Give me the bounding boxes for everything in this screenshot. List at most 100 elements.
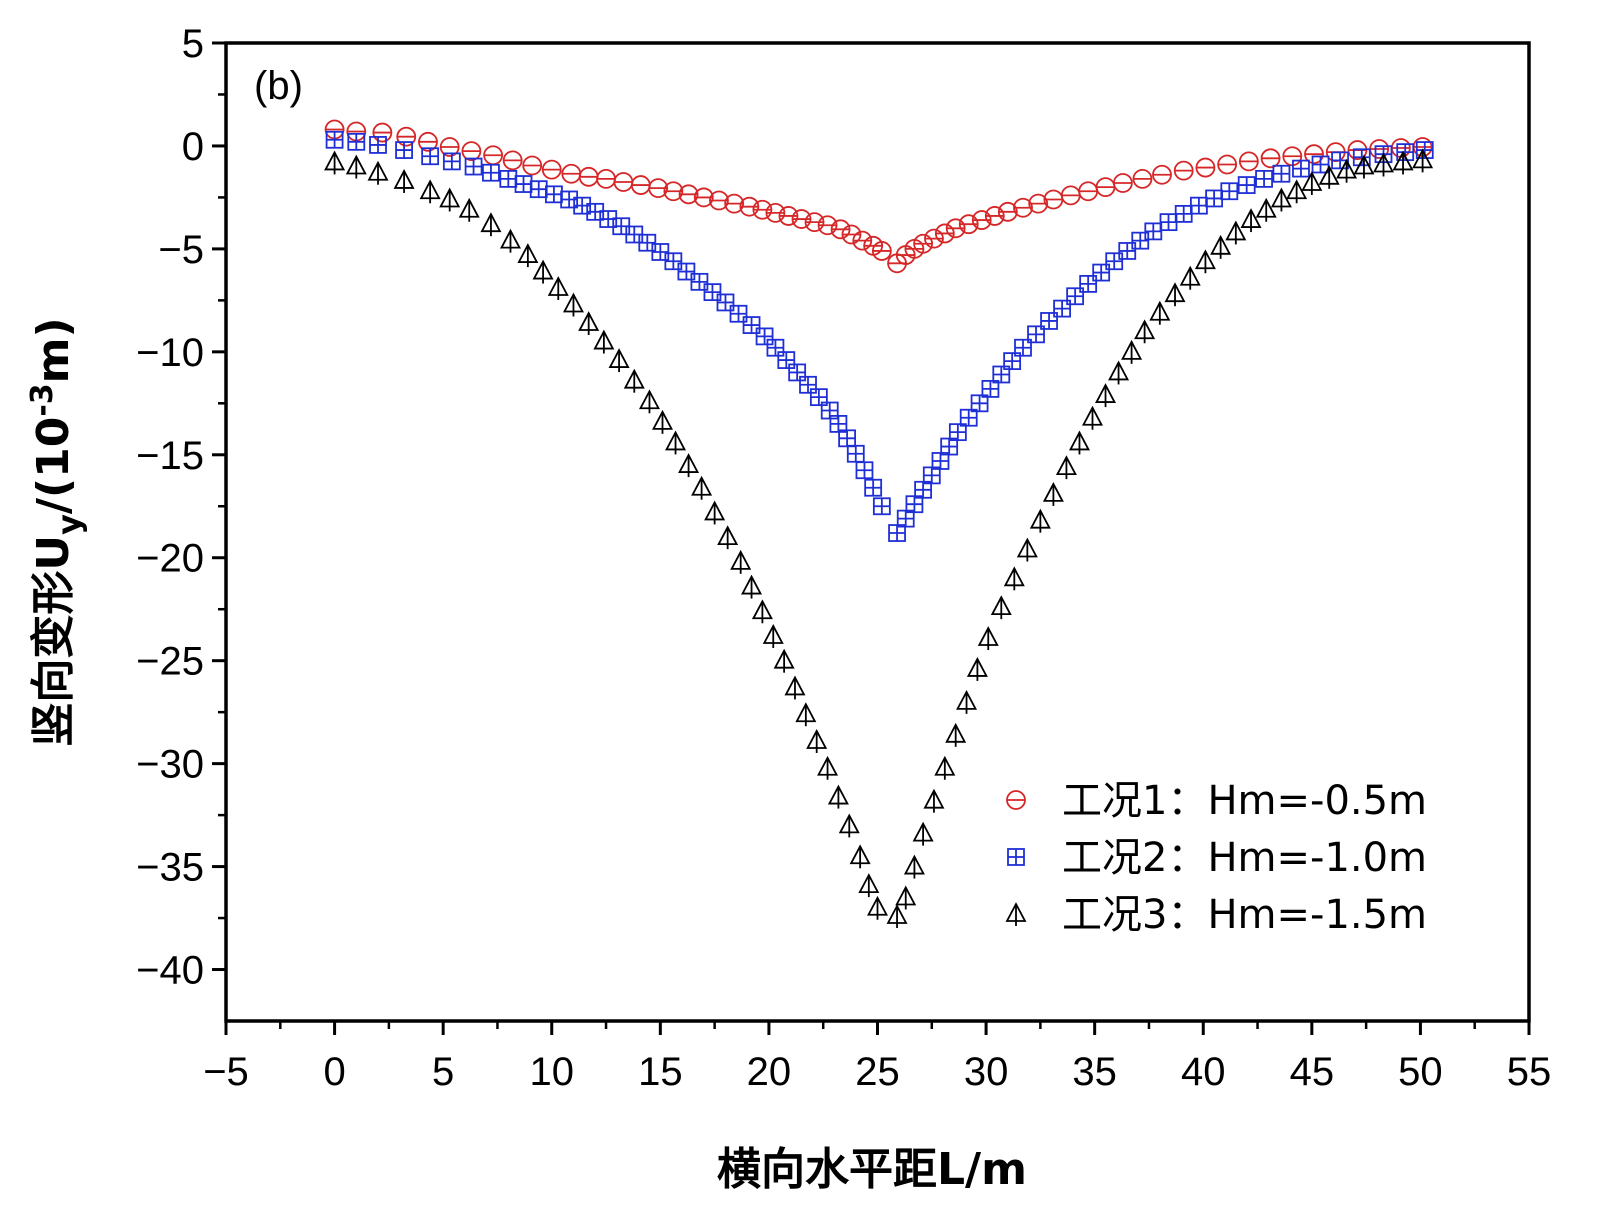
data-point-series-2 [1105,252,1124,271]
data-point-series-3 [547,276,569,301]
data-point-series-2 [1027,325,1045,344]
y-axis-title-end: m) [28,317,79,383]
x-tick-label: −5 [203,1050,249,1094]
data-point-series-3 [1194,249,1216,274]
legend-marker-square [1007,848,1025,866]
x-tick-label: 20 [747,1050,792,1094]
data-point-series-3 [678,453,700,478]
series-3 [324,148,1434,928]
data-point-series-2 [677,262,696,281]
data-point-series-2 [1118,242,1137,260]
data-point-series-3 [1392,150,1414,175]
data-point-series-3 [593,329,615,354]
data-point-series-3 [1068,430,1090,455]
data-point-series-1 [613,172,634,192]
data-point-series-2 [1237,176,1256,194]
data-point-series-3 [1301,171,1323,196]
data-point-series-3 [849,844,871,869]
data-point-series-3 [1029,508,1051,533]
data-point-series-3 [1255,197,1277,222]
data-point-series-3 [393,169,415,193]
data-point-series-3 [532,259,554,284]
data-point-series-2 [1174,204,1193,223]
data-point-series-2 [1292,159,1310,178]
x-tick-label: 25 [855,1050,900,1094]
x-tick-label: 30 [964,1050,1009,1094]
data-point-series-3 [751,599,773,624]
y-tick-label: −15 [136,434,204,478]
data-point-series-1 [1028,193,1049,214]
data-point-series-3 [499,228,521,253]
data-point-series-2 [959,408,978,427]
data-point-series-2 [442,152,461,171]
data-point-series-3 [903,854,925,879]
data-point-series-2 [914,480,933,499]
data-point-series-1 [596,168,616,189]
data-point-series-3 [886,904,908,928]
data-point-series-1 [522,155,543,176]
data-point-series-1 [1195,157,1216,178]
data-point-series-3 [912,821,934,846]
data-point-series-1 [1078,181,1099,202]
tick-labels: −5 0 5 10 15 20 25 30 35 40 45 50 5550−5−10−15−20−25… [136,22,1551,1094]
legend-label-2: 工况2：Hm=-1.0m [1062,835,1427,881]
data-point-series-1 [971,210,992,230]
data-point-series-3 [480,212,502,237]
data-point-series-1 [1217,154,1238,175]
data-point-series-3 [1121,339,1143,364]
data-point-series-2 [1331,151,1349,170]
data-point-series-1 [1013,197,1033,218]
y-tick-label: −10 [136,331,204,375]
data-point-series-2 [529,180,548,199]
y-tick-label: −25 [136,640,204,684]
data-point-series-3 [1240,208,1262,233]
data-point-series-1 [841,224,862,245]
data-point-series-3 [867,895,888,920]
y-tick-label: 0 [182,125,204,169]
data-point-series-2 [864,478,883,497]
data-point-series-3 [717,525,739,550]
data-point-series-2 [755,327,774,346]
data-point-series-3 [858,873,880,898]
data-point-series-3 [367,160,389,185]
data-point-series-2 [1066,287,1085,306]
data-point-series-1 [630,175,651,195]
data-point-series-3 [517,243,539,268]
data-point-series-3 [1082,405,1103,430]
data-point-series-3 [966,656,988,681]
data-point-series-1 [817,215,838,236]
data-point-series-3 [665,430,687,455]
data-point-series-3 [638,389,660,414]
y-axis-title: 竖向变形Uy/(10-3m) [25,317,88,746]
data-point-series-3 [1134,319,1156,344]
legend-marker-triangle [1005,902,1027,926]
data-point-series-1 [396,126,417,147]
data-point-series-3 [1336,158,1358,183]
data-point-series-1 [804,212,825,233]
y-tick-label: −30 [136,743,204,787]
data-point-series-3 [458,197,480,222]
data-point-series-1 [1173,160,1194,181]
data-point-series-1 [958,214,979,235]
y-tick-label: 5 [182,22,204,66]
data-point-series-1 [984,206,1005,226]
data-point-series-1 [483,145,504,166]
data-point-series-1 [439,137,460,157]
data-point-series-3 [923,788,945,813]
data-point-series-3 [1179,265,1201,290]
data-point-series-1 [1060,185,1081,206]
data-point-series-3 [730,549,752,574]
data-point-series-1 [934,223,955,244]
legend-marker-1 [1006,790,1026,810]
data-point-series-2 [716,293,735,312]
data-point-series-1 [1152,164,1172,185]
data-point-series-3 [990,595,1012,620]
data-point-series-2 [872,497,891,516]
data-point-series-2 [1159,213,1178,232]
data-point-series-2 [1144,222,1163,241]
legend-item-3: 工况3：Hm=-1.5m [1005,892,1427,938]
data-point-series-1 [502,150,523,171]
data-point-series-1 [778,206,799,226]
data-point-series-1 [461,141,482,161]
